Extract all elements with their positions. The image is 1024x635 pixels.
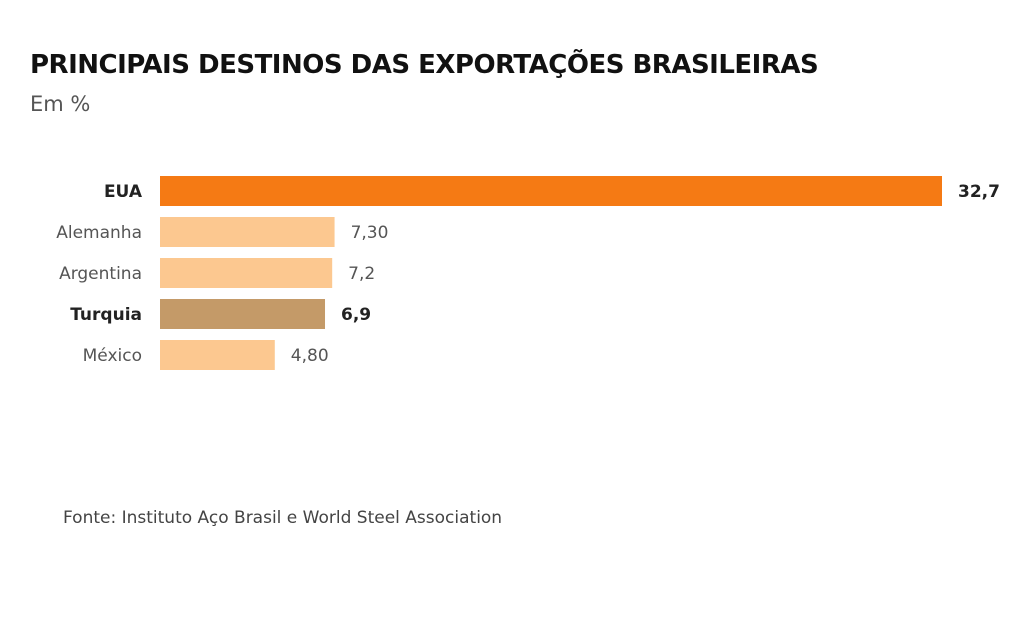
category-label: México (83, 346, 142, 366)
bar (160, 217, 335, 247)
value-label: 6,9 (341, 305, 371, 325)
bar (160, 176, 942, 206)
value-label: 32,7 (958, 182, 1000, 202)
category-label: EUA (104, 182, 143, 202)
bar (160, 340, 275, 370)
bars-group: EUA 32,7 Alemanha 7,30 Argentina 7,2 Turquia 6,… (56, 176, 1000, 370)
chart-title: PRINCIPAIS DESTINOS DAS EXPORTAÇÕES BRAS… (30, 50, 819, 80)
value-label: 7,2 (348, 264, 375, 284)
category-label: Turquia (70, 305, 142, 325)
source-note: Fonte: Instituto Aço Brasil e World Stee… (63, 508, 503, 528)
bar (160, 299, 326, 329)
category-label: Alemanha (56, 223, 142, 243)
chart-subtitle: Em % (30, 92, 91, 116)
category-label: Argentina (59, 264, 142, 284)
value-label: 7,30 (351, 223, 389, 243)
bar (160, 258, 333, 288)
bar-chart: EUA 32,7 Alemanha 7,30 Argentina 7,2 Turquia 6,… (56, 176, 1000, 370)
value-label: 4,80 (291, 346, 329, 366)
